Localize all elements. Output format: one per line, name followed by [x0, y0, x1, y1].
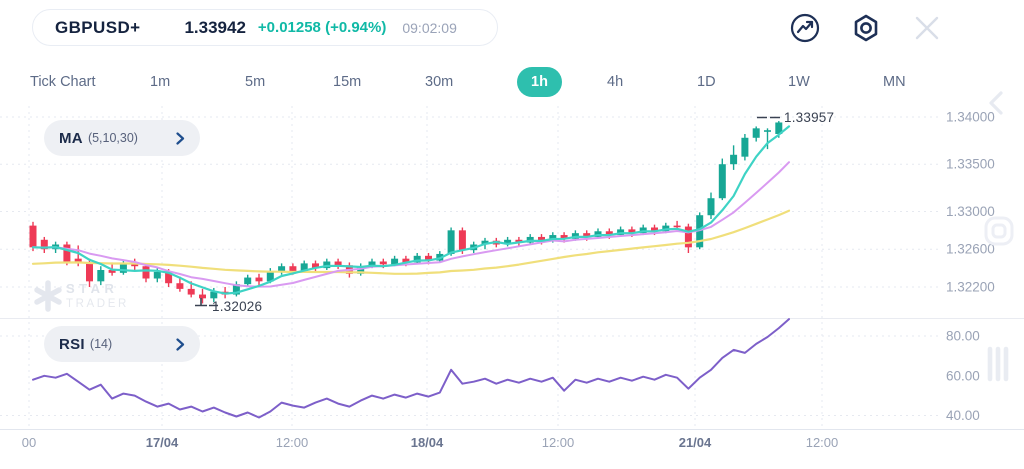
drag-bars-icon	[987, 346, 1009, 382]
low-price-annotation: 1.32026	[212, 299, 263, 314]
rounded-square-icon	[984, 216, 1014, 246]
close-icon	[915, 16, 939, 40]
tab-5m[interactable]: 5m	[245, 74, 266, 90]
svg-text:STAR: STAR	[66, 281, 118, 296]
time-axis-label: 12:00	[806, 435, 839, 450]
collapse-panel-button[interactable]	[982, 88, 1012, 121]
panel-toggle-button[interactable]	[982, 214, 1016, 251]
tab-1h[interactable]: 1h	[517, 67, 562, 97]
ma-params: (5,10,30)	[87, 131, 138, 145]
rsi-axis-label: 40.00	[946, 408, 980, 423]
ma-indicator-button[interactable]: MA (5,10,30)	[44, 120, 200, 156]
rsi-indicator-button[interactable]: RSI (14)	[44, 326, 200, 362]
rsi-params: (14)	[89, 337, 113, 351]
close-chart-button[interactable]	[907, 8, 947, 48]
tab-tick-chart[interactable]: Tick Chart	[30, 74, 96, 90]
ma-lines	[31, 125, 791, 295]
time-axis-label: 12:00	[276, 435, 309, 450]
svg-text:TRADER: TRADER	[66, 298, 129, 310]
tab-15m[interactable]: 15m	[333, 74, 362, 90]
annotation-markers	[195, 116, 780, 307]
chevron-left-icon	[989, 91, 1003, 115]
chevron-right-icon	[176, 131, 185, 145]
axis-labels: 1.34000 1.33500 1.33000 1.32600 1.32200 80.00…	[22, 110, 995, 451]
high-price-annotation: 1.33957	[784, 110, 835, 125]
price-axis-label: 1.34000	[946, 110, 995, 125]
price-axis-label: 1.32600	[946, 242, 995, 257]
time-axis-label: 17/04	[146, 435, 179, 450]
server-time: 09:02:09	[402, 19, 457, 36]
drag-handle[interactable]	[982, 344, 1014, 387]
time-axis-label: 18/04	[411, 435, 444, 450]
ma-label: MA	[59, 129, 83, 147]
tab-1w[interactable]: 1W	[788, 74, 810, 90]
rsi-axis-label: 80.00	[946, 329, 980, 344]
tab-30m[interactable]: 30m	[425, 74, 454, 90]
time-axis-label: 21/04	[679, 435, 712, 450]
rsi-line	[32, 318, 790, 419]
price-axis-label: 1.33500	[946, 157, 995, 172]
time-axis-label: 12:00	[542, 435, 575, 450]
rsi-axis-label: 60.00	[946, 368, 980, 383]
trend-line-icon	[790, 13, 820, 43]
price-change: +0.01258 (+0.94%)	[257, 19, 387, 36]
tab-1m[interactable]: 1m	[150, 74, 171, 90]
current-price: 1.33942	[184, 17, 246, 37]
watermark: STAR TRADER	[34, 280, 129, 312]
tab-4h[interactable]: 4h	[607, 74, 624, 90]
gear-icon	[854, 14, 878, 42]
chevron-right-icon	[176, 337, 185, 351]
tab-1d[interactable]: 1D	[697, 74, 716, 90]
symbol-name: GBPUSD+	[55, 17, 141, 37]
tab-mn[interactable]: MN	[883, 74, 906, 90]
price-axis-label: 1.32200	[946, 279, 995, 294]
price-axis-label: 1.33000	[946, 204, 995, 219]
candles-layer	[29, 121, 783, 304]
trend-indicator-button[interactable]	[785, 8, 825, 48]
symbol-pill[interactable]: GBPUSD+ 1.33942 +0.01258 (+0.94%) 09:02:…	[32, 9, 498, 46]
time-axis-label: 00	[22, 435, 36, 450]
settings-button[interactable]	[846, 8, 886, 48]
rsi-label: RSI	[59, 335, 85, 353]
